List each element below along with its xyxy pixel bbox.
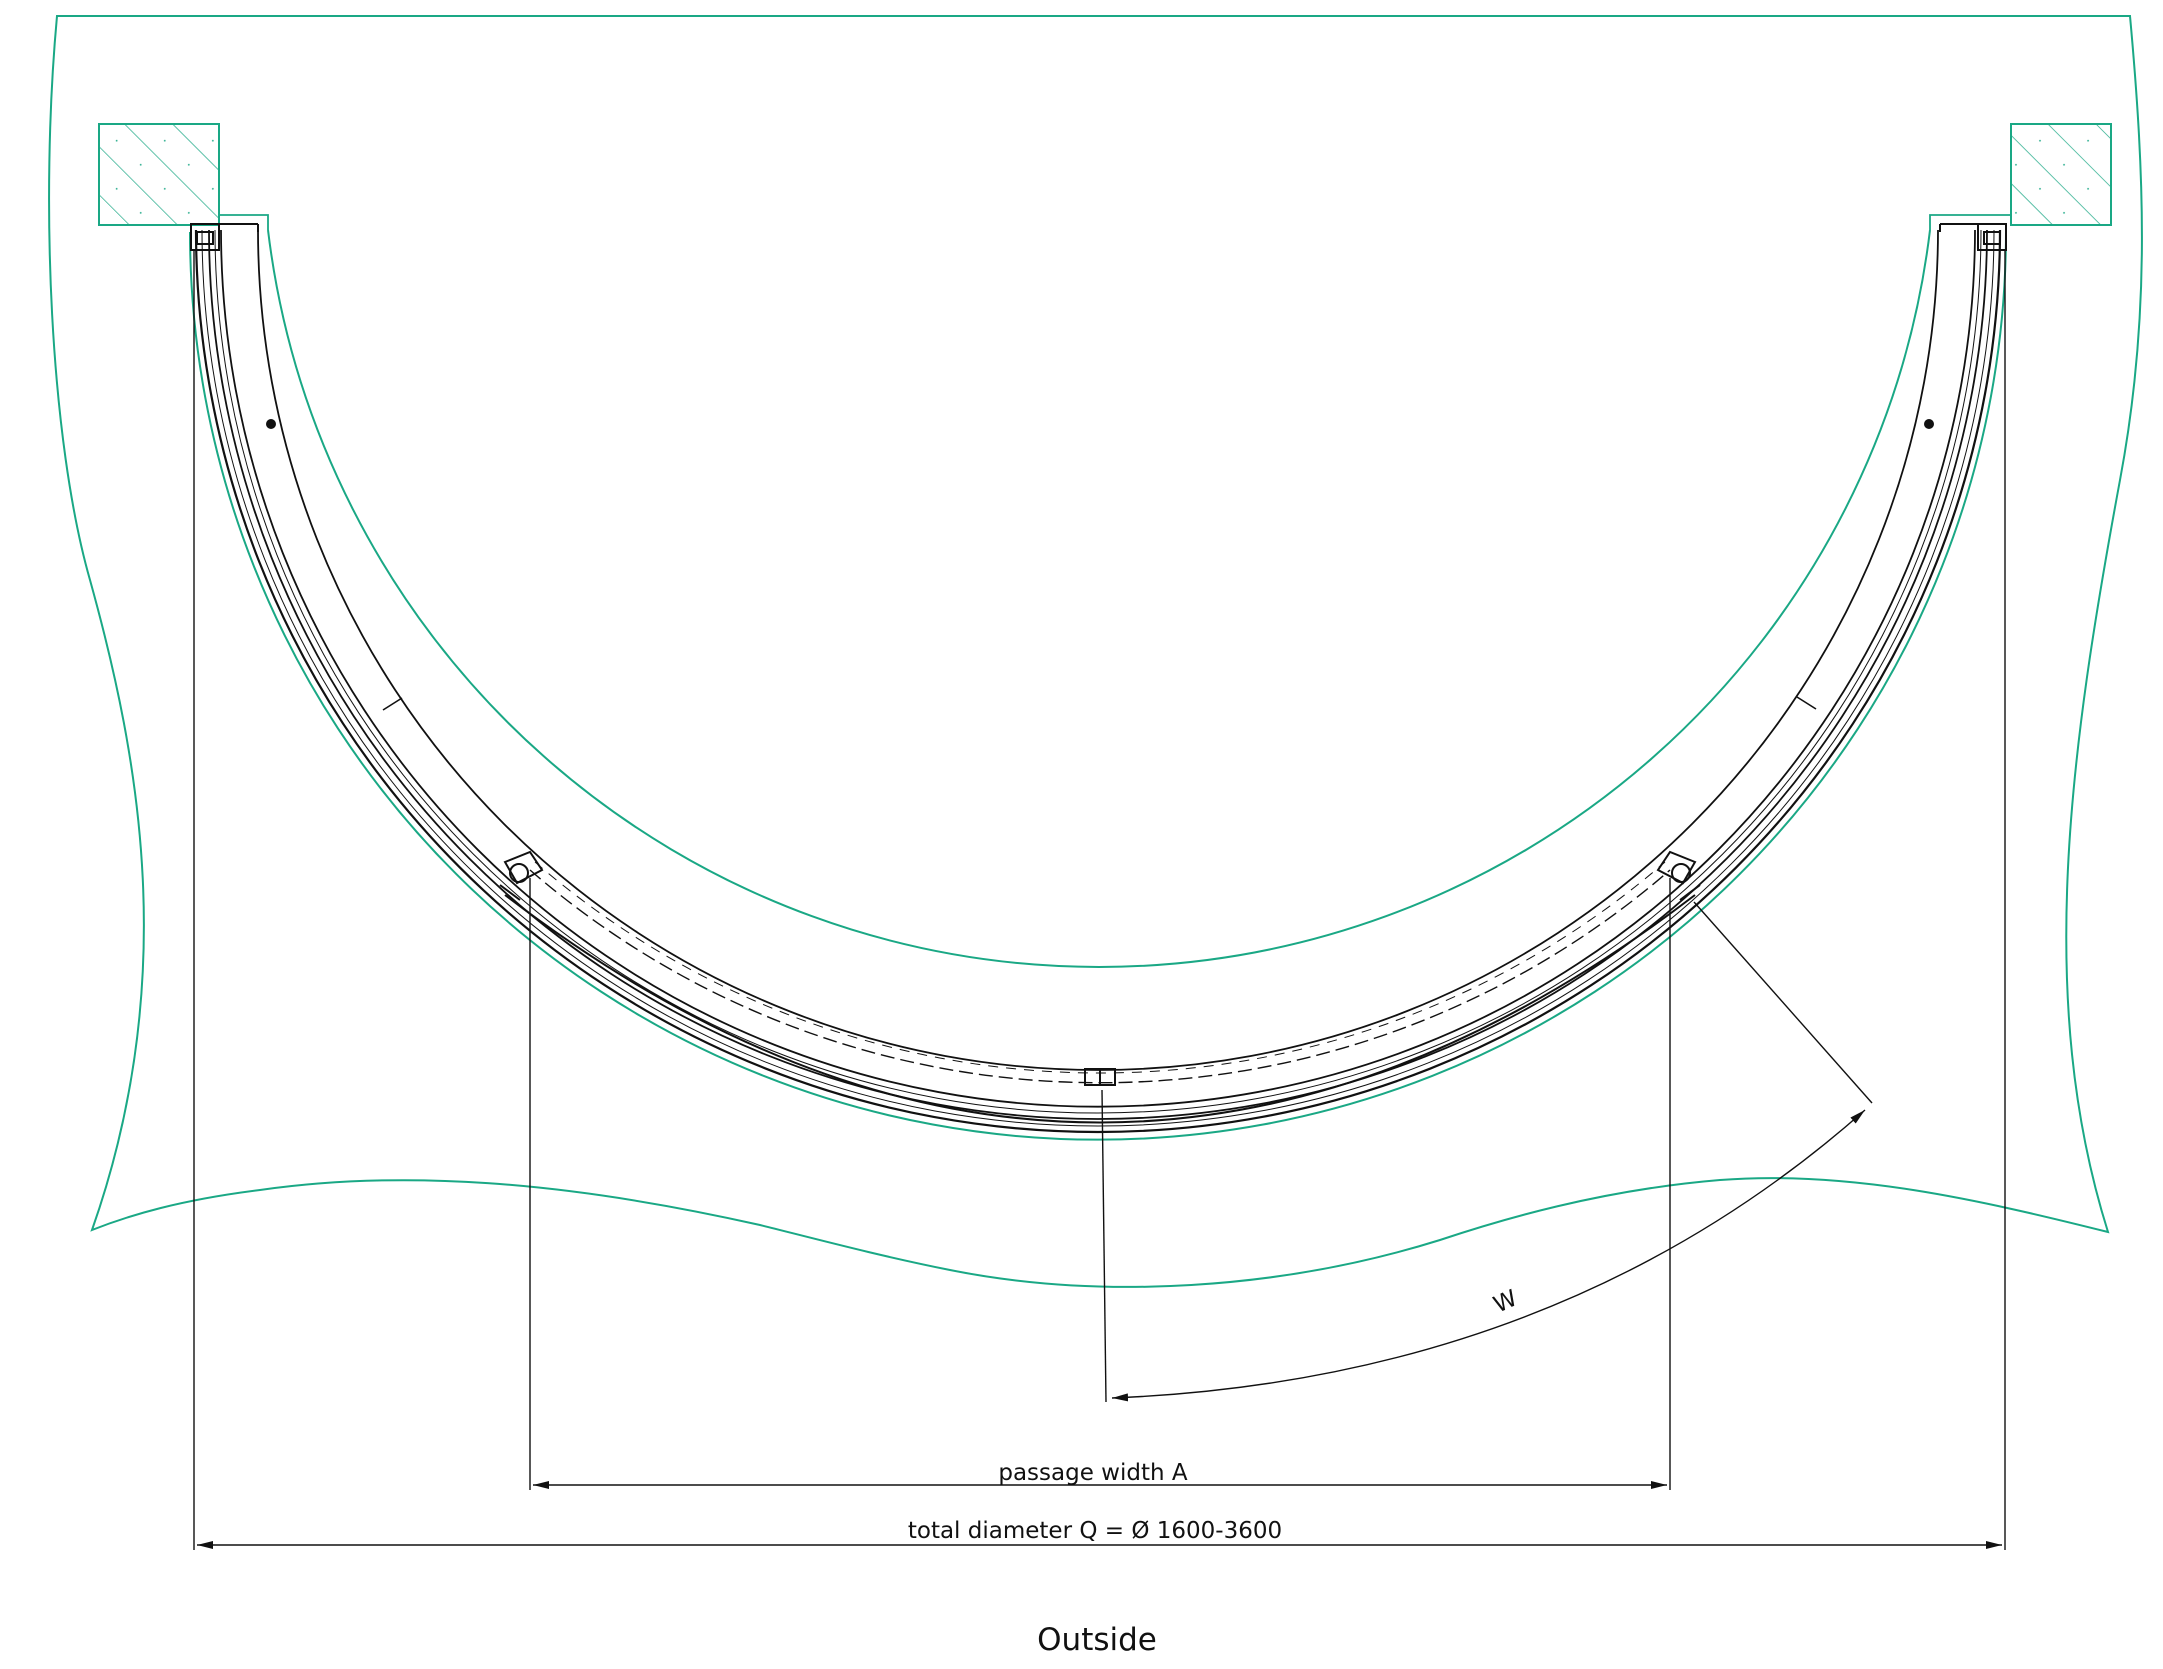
left-leaf-joint xyxy=(382,697,403,711)
left-wall-block xyxy=(98,123,220,226)
passage-width-dimension xyxy=(529,878,1671,1490)
passage-width-label: passage width A xyxy=(998,1460,1188,1486)
total-diameter-label: total diameter Q = Ø 1600-3600 xyxy=(908,1518,1282,1544)
moving-leaf-outer xyxy=(504,894,1696,1124)
track-end-left xyxy=(190,223,259,251)
outside-label: Outside xyxy=(1037,1622,1157,1658)
arc-dimension-w xyxy=(1101,901,1873,1403)
right-leaf-pin xyxy=(1924,419,1934,429)
left-leaf-pin xyxy=(266,419,276,429)
total-diameter-dimension xyxy=(193,250,2006,1550)
right-leaf-joint xyxy=(1796,696,1817,710)
right-wall-block xyxy=(2010,123,2112,226)
left-wall-step xyxy=(219,214,269,230)
arc-dimension-label: W xyxy=(1490,1285,1521,1318)
track-end-right xyxy=(1939,223,2007,251)
wall-outline xyxy=(48,15,2143,1288)
right-wall-step xyxy=(1929,214,2011,230)
inner-green-arc xyxy=(267,229,1931,968)
outer-green-arc xyxy=(189,231,2007,1141)
center-leaf-profile xyxy=(1084,1068,1116,1086)
right-leaf-profile xyxy=(1656,850,1701,901)
moving-leaf-dashes xyxy=(529,869,1671,1084)
left-leaf-profile xyxy=(499,850,544,901)
